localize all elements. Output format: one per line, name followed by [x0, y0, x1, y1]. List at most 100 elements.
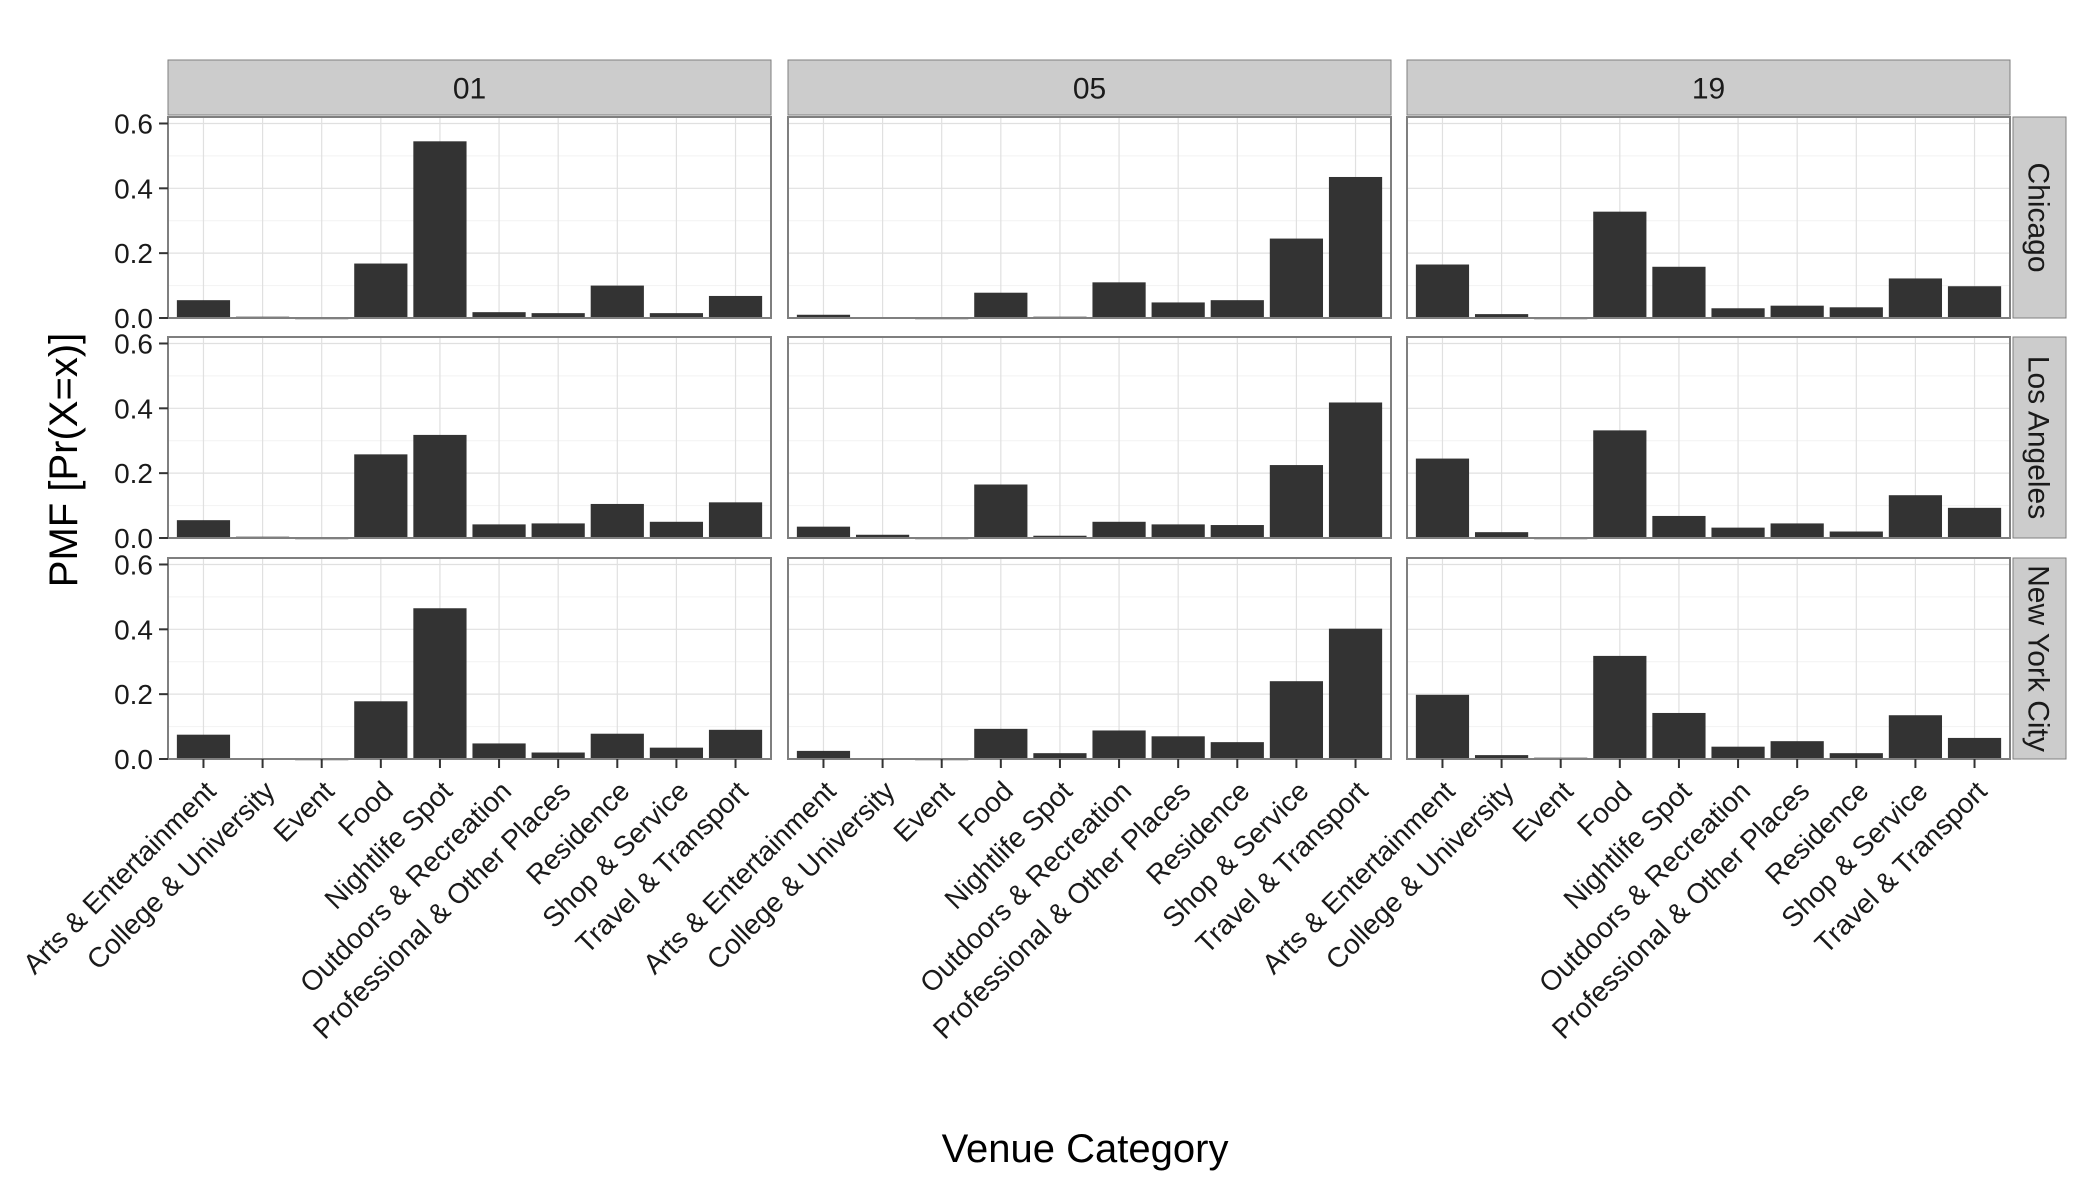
bar-travel-transport: [708, 502, 763, 538]
panel-border: [167, 336, 772, 539]
bar-nightlife-spot: [1033, 753, 1087, 759]
bar-outdoors-recreation: [1092, 521, 1146, 538]
y-axis-chicago: 0.0 0.2 0.4 0.6: [114, 108, 168, 334]
bar-residence: [1210, 742, 1264, 759]
bar-shop-service: [1269, 465, 1324, 538]
strip-background: [2012, 116, 2067, 319]
y-tick-label: 0.4: [114, 393, 153, 424]
x-tick-label-event: Event: [1506, 775, 1579, 848]
bar-arts-entertainment: [176, 734, 231, 759]
bar-nightlife-spot: [413, 608, 467, 759]
bar-shop-service: [649, 313, 704, 318]
bar-shop-service: [1269, 238, 1324, 318]
bar-residence: [1210, 525, 1264, 538]
x-axis-title: Venue Category: [942, 1127, 1229, 1171]
bar-arts-entertainment: [796, 314, 851, 318]
bar-food: [1593, 211, 1647, 318]
row-strip-new-york-city: New York City: [2012, 557, 2067, 760]
strip-background: [787, 59, 1392, 116]
column-strip-label: 01: [453, 73, 486, 106]
y-tick-label: 0.2: [114, 458, 153, 489]
panel-border: [1406, 557, 2011, 760]
bar-shop-service: [649, 747, 704, 759]
column-strip-01: 01: [167, 59, 772, 116]
bar-college-university: [1474, 314, 1529, 318]
bar-arts-entertainment: [1415, 264, 1470, 318]
bar-residence: [590, 503, 644, 538]
strips-layer: 01 05 19 Chicago Los Angeles New York City: [167, 59, 2067, 760]
bar-residence: [1829, 531, 1883, 538]
panel-chicago-01: [167, 116, 772, 320]
strip-background: [2012, 336, 2067, 539]
bar-college-university: [855, 534, 910, 538]
panel-border: [787, 116, 1392, 319]
y-tick-label: 0.0: [114, 744, 153, 775]
bar-travel-transport: [1328, 402, 1383, 538]
bar-outdoors-recreation: [472, 743, 526, 759]
panel-border: [787, 557, 1392, 760]
x-tick-label-event: Event: [267, 775, 340, 848]
panel-border: [787, 336, 1392, 539]
bar-professional-other-places: [1770, 305, 1824, 318]
row-strip-chicago: Chicago: [2012, 116, 2067, 319]
bar-shop-service: [1888, 278, 1943, 318]
column-strip-label: 19: [1692, 73, 1725, 106]
bar-professional-other-places: [1151, 302, 1205, 318]
bar-residence: [1829, 307, 1883, 318]
y-tick-label: 0.6: [114, 549, 153, 580]
bar-arts-entertainment: [176, 300, 231, 318]
bar-shop-service: [1888, 495, 1943, 538]
bar-outdoors-recreation: [472, 524, 526, 538]
row-strip-los-angeles: Los Angeles: [2012, 336, 2067, 539]
bar-travel-transport: [1947, 737, 2002, 759]
y-tick-label: 0.4: [114, 173, 153, 204]
y-tick-label: 0.2: [114, 238, 153, 269]
strip-background: [1406, 59, 2011, 116]
bar-travel-transport: [1328, 628, 1383, 759]
strip-background: [2012, 557, 2067, 760]
panel-background: [168, 337, 771, 538]
panel-los-angeles-19: [1406, 336, 2011, 540]
bar-shop-service: [1888, 715, 1943, 759]
row-strip-label: Chicago: [2022, 162, 2055, 272]
bar-college-university: [1474, 532, 1529, 538]
bar-food: [354, 701, 408, 759]
bar-food: [1593, 655, 1647, 759]
bar-residence: [590, 733, 644, 759]
panel-new-york-city-19: [1406, 557, 2011, 760]
bar-arts-entertainment: [796, 526, 851, 538]
bar-residence: [1829, 753, 1883, 759]
bar-outdoors-recreation: [1711, 746, 1765, 759]
panel-los-angeles-05: [787, 336, 1392, 540]
y-tick-label: 0.6: [114, 328, 153, 359]
y-axis-los-angeles: 0.0 0.2 0.4 0.6: [114, 328, 168, 554]
bar-professional-other-places: [1151, 736, 1205, 759]
panel-border: [1406, 336, 2011, 539]
bar-travel-transport: [1947, 507, 2002, 538]
y-axis-title: PMF [Pr(X=x)]: [42, 333, 86, 587]
bar-college-university: [1474, 755, 1529, 759]
bar-outdoors-recreation: [1711, 527, 1765, 538]
panel-border: [167, 116, 772, 319]
bar-travel-transport: [708, 295, 763, 318]
bar-nightlife-spot: [1652, 266, 1706, 318]
y-tick-label: 0.0: [114, 523, 153, 554]
bar-arts-entertainment: [1415, 458, 1470, 538]
bar-food: [974, 484, 1028, 538]
bar-nightlife-spot: [413, 434, 467, 538]
bar-nightlife-spot: [1652, 515, 1706, 538]
bar-travel-transport: [1947, 286, 2002, 318]
panel-background: [168, 558, 771, 759]
bar-shop-service: [649, 521, 704, 538]
bar-food: [354, 263, 408, 318]
bar-outdoors-recreation: [1092, 730, 1146, 759]
bar-residence: [1210, 300, 1264, 318]
bar-arts-entertainment: [176, 520, 231, 538]
strip-background: [167, 59, 772, 116]
bar-food: [974, 728, 1028, 759]
x-tick-label-event: Event: [887, 775, 960, 848]
y-axis-new-york-city: 0.0 0.2 0.4 0.6: [114, 549, 168, 775]
panel-new-york-city-01: [167, 557, 772, 761]
bar-professional-other-places: [531, 313, 585, 318]
bar-professional-other-places: [1770, 741, 1824, 759]
